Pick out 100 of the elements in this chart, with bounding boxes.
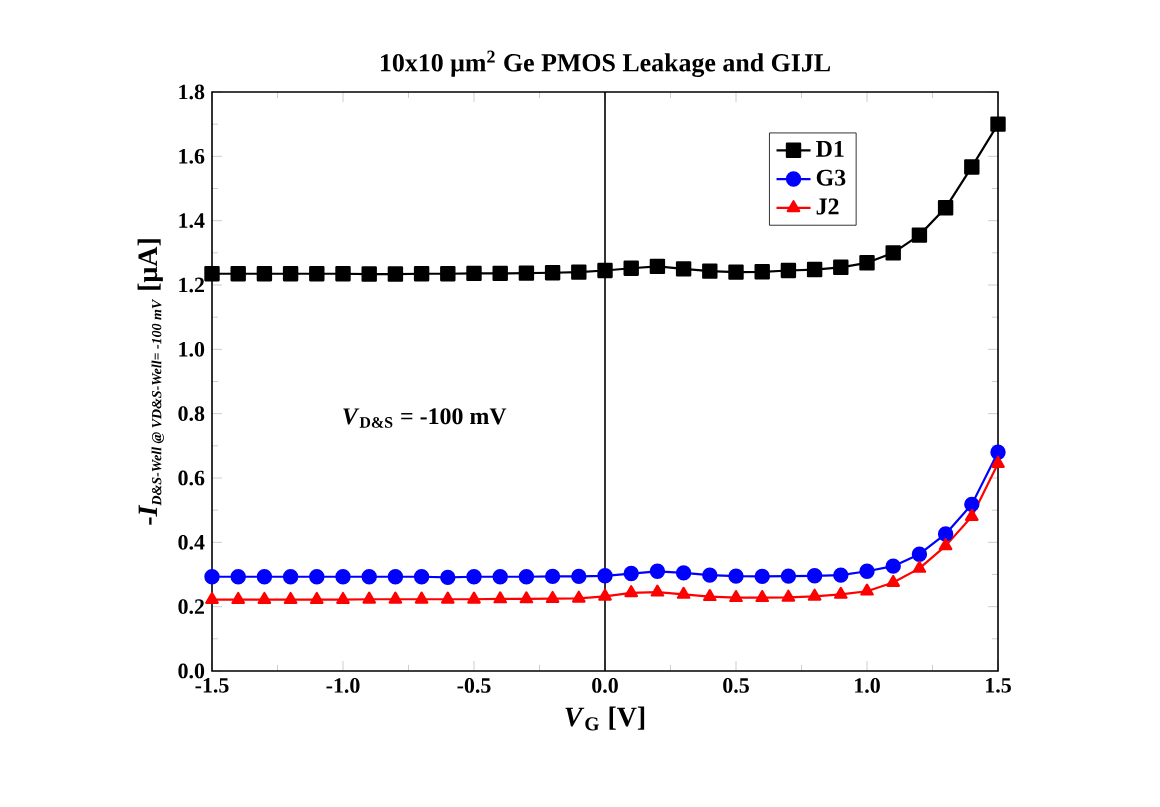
point [675,565,692,581]
point [283,591,298,604]
point [780,262,797,279]
point [413,569,430,585]
y-tick-label: 1.0 [179,341,205,357]
point [388,591,403,604]
point [937,200,954,216]
point [518,265,535,281]
point [361,569,377,585]
point [624,585,639,598]
point [886,574,901,587]
point [309,266,325,282]
point [702,263,718,279]
point [361,266,377,282]
point [650,584,665,597]
point [204,266,220,282]
point [282,569,299,585]
x-tick-label: 0.0 [592,678,618,693]
point [964,159,980,175]
point [598,588,612,601]
point [571,568,587,585]
point [440,266,456,282]
point [467,591,481,604]
point [833,586,848,599]
point [806,261,823,278]
point [282,266,299,282]
point [781,589,796,602]
point [230,266,246,282]
point [362,591,377,604]
point [256,569,273,585]
y-tick-label: 1.4 [179,213,205,229]
point [754,568,770,585]
point [440,569,456,586]
point [336,591,350,604]
point [571,590,586,603]
point [544,265,561,281]
point [754,264,770,280]
point [545,590,560,604]
point [257,591,272,604]
point [938,538,953,551]
point [964,496,980,513]
point [912,560,927,573]
y-tick-label: 0.2 [178,599,204,615]
point [911,546,928,562]
point [675,261,692,277]
point [492,569,508,585]
point [309,569,325,585]
point [807,588,822,601]
point [493,591,508,604]
y-tick-label: 1.6 [179,148,205,164]
point [728,568,744,584]
point [309,591,324,604]
point [885,245,901,261]
point [204,569,220,585]
point [833,567,849,583]
point [623,565,639,582]
point [649,563,666,579]
point [414,591,429,604]
point [492,265,508,282]
point [440,591,455,604]
point [649,258,666,275]
annotation: V$_{D&S}$ = -100 mV [343,408,507,428]
point [623,260,639,276]
point [755,589,770,603]
point [964,508,979,521]
point [860,583,874,596]
point [597,262,613,279]
point [702,588,717,602]
x-tick-label: 1.0 [855,678,880,693]
point [729,589,743,603]
point [597,568,613,584]
y-tick-label: 0.0 [178,663,205,679]
point [990,116,1006,132]
point [728,264,744,280]
point [518,569,535,585]
point [466,569,482,585]
point [571,264,587,280]
legend-label: J2 [816,198,839,215]
point [256,266,273,282]
point [885,558,901,574]
x-tick-label: -1.5 [195,678,229,693]
x-tick-label: 0.5 [723,678,749,693]
point [544,568,561,585]
x-axis-title: V$_{G}$ [V] [565,706,645,731]
point [230,569,246,585]
point [231,591,246,604]
y-tick-label: 1.2 [179,277,204,293]
y-tick-label: 0.8 [178,406,205,422]
x-tick-label: 1.5 [986,678,1011,693]
point [676,586,691,599]
x-tick-label: -0.5 [457,678,491,693]
point [806,568,823,584]
point [833,259,849,275]
point [702,567,718,583]
point [937,526,954,542]
point [413,266,430,282]
point [205,591,219,604]
legend-label: G3 [816,169,846,186]
point [387,266,404,282]
legend-label: D1 [816,140,844,157]
